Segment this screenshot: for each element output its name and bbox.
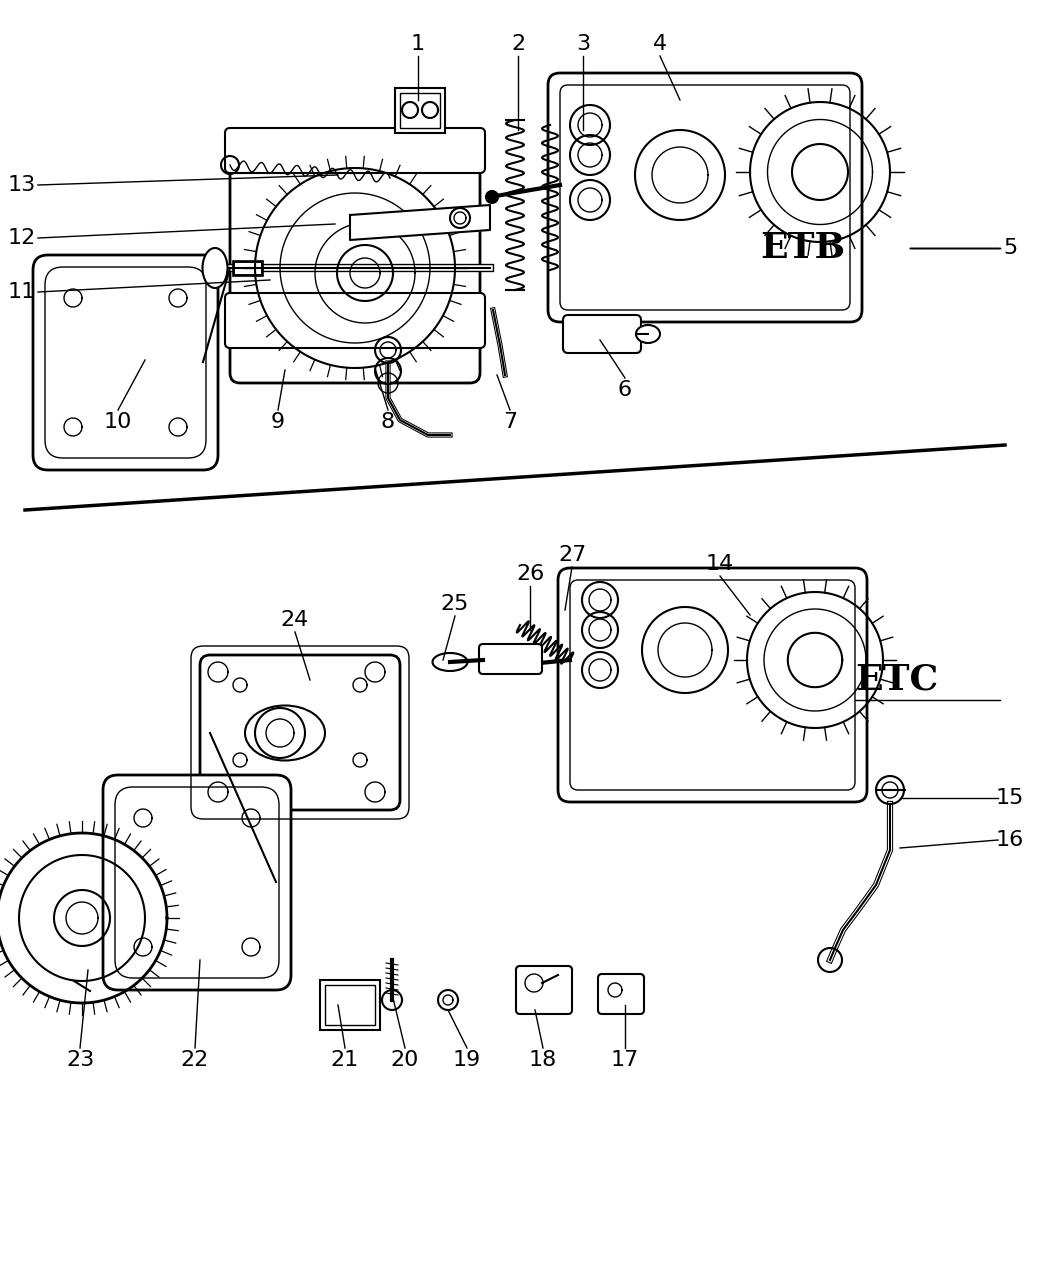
Text: 10: 10 xyxy=(104,412,132,432)
Ellipse shape xyxy=(433,653,467,671)
Text: 18: 18 xyxy=(529,1051,558,1070)
Text: 4: 4 xyxy=(653,34,667,54)
FancyBboxPatch shape xyxy=(548,73,862,323)
FancyBboxPatch shape xyxy=(516,966,572,1014)
FancyBboxPatch shape xyxy=(33,255,218,470)
FancyBboxPatch shape xyxy=(563,315,640,353)
Text: 16: 16 xyxy=(995,830,1024,850)
Text: 7: 7 xyxy=(503,412,517,432)
Text: ETC: ETC xyxy=(855,663,939,697)
Text: 22: 22 xyxy=(181,1051,209,1070)
Text: 21: 21 xyxy=(331,1051,359,1070)
FancyBboxPatch shape xyxy=(225,293,485,348)
FancyBboxPatch shape xyxy=(320,980,380,1030)
Text: 6: 6 xyxy=(618,380,632,400)
FancyBboxPatch shape xyxy=(200,655,400,810)
Text: 24: 24 xyxy=(281,609,309,630)
Text: ETB: ETB xyxy=(760,231,845,265)
Text: 12: 12 xyxy=(8,228,36,249)
FancyBboxPatch shape xyxy=(479,644,542,674)
FancyBboxPatch shape xyxy=(225,128,485,173)
Text: 20: 20 xyxy=(391,1051,419,1070)
Text: 15: 15 xyxy=(995,788,1024,808)
FancyBboxPatch shape xyxy=(598,974,644,1014)
Text: 5: 5 xyxy=(1003,238,1017,258)
Text: 9: 9 xyxy=(271,412,285,432)
Ellipse shape xyxy=(203,249,228,288)
Polygon shape xyxy=(350,205,490,240)
Text: 25: 25 xyxy=(441,594,469,615)
Ellipse shape xyxy=(636,325,660,343)
Text: 17: 17 xyxy=(611,1051,639,1070)
FancyBboxPatch shape xyxy=(103,775,291,989)
Text: 26: 26 xyxy=(516,564,544,584)
FancyBboxPatch shape xyxy=(395,88,445,133)
Ellipse shape xyxy=(245,705,326,760)
FancyBboxPatch shape xyxy=(230,153,480,382)
Text: 19: 19 xyxy=(453,1051,481,1070)
Text: 11: 11 xyxy=(8,282,36,302)
Text: 3: 3 xyxy=(576,34,590,54)
Text: 14: 14 xyxy=(706,555,734,574)
Text: 8: 8 xyxy=(381,412,395,432)
Text: 27: 27 xyxy=(558,544,586,565)
Text: 1: 1 xyxy=(411,34,425,54)
FancyBboxPatch shape xyxy=(558,567,867,802)
Text: 2: 2 xyxy=(511,34,525,54)
Text: 13: 13 xyxy=(8,175,36,195)
Text: 23: 23 xyxy=(66,1051,94,1070)
Circle shape xyxy=(486,191,498,203)
